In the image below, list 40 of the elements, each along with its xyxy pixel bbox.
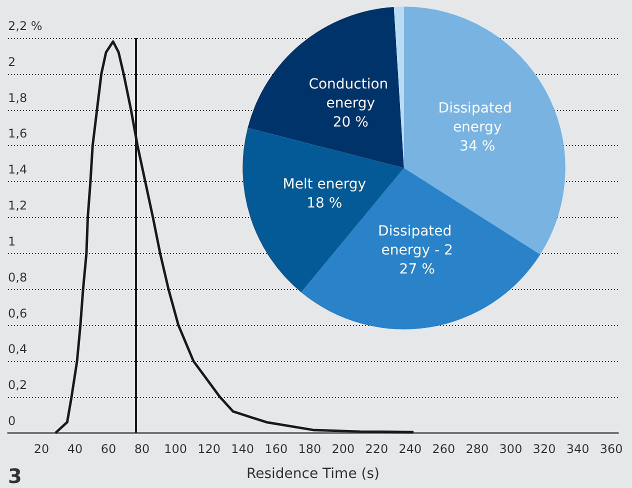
x-tick-label: 160 bbox=[264, 442, 288, 456]
x-tick-label: 280 bbox=[466, 442, 489, 456]
data-label: 20 % bbox=[332, 114, 368, 131]
x-tick-label: 120 bbox=[198, 442, 221, 456]
x-tick-label: 240 bbox=[398, 442, 422, 456]
y-tick-label: 0,2 bbox=[8, 378, 28, 392]
x-tick-label: 40 bbox=[67, 442, 83, 456]
slice-label: Dissipated energy - 2 bbox=[378, 224, 456, 259]
y-tick-label: 1 bbox=[8, 234, 16, 248]
x-tick-label: 260 bbox=[432, 442, 456, 456]
y-tick-label: 0 bbox=[8, 414, 16, 428]
y-tick-label: 1,2 bbox=[8, 198, 28, 213]
y-tick-label: 0,8 bbox=[8, 270, 28, 284]
x-tick-label: 340 bbox=[566, 442, 590, 456]
text: 3 bbox=[8, 464, 22, 488]
x-tick-label: 80 bbox=[134, 442, 150, 456]
y-tick-label: 2 bbox=[8, 54, 16, 69]
y-tick-label: 0,4 bbox=[8, 342, 28, 356]
x-tick-label: 200 bbox=[332, 442, 355, 456]
x-tick-label: 60 bbox=[100, 442, 116, 456]
x-tick-label: 20 bbox=[34, 442, 50, 456]
data-label: 34 % bbox=[460, 138, 496, 155]
slice-label: Melt energy bbox=[282, 176, 366, 192]
y-tick-label: 2,2 % bbox=[8, 19, 42, 33]
x-tick-label: 360 bbox=[600, 442, 623, 456]
slice-label: Conduction energy bbox=[308, 76, 393, 112]
y-tick-label: 1,4 bbox=[8, 162, 28, 177]
x-tick-label: 140 bbox=[231, 442, 254, 456]
slice-label: Dissipated energy bbox=[438, 100, 516, 136]
x-tick-label: 300 bbox=[499, 442, 522, 456]
data-label: 18 % bbox=[306, 195, 342, 212]
y-tick-label: 1,8 bbox=[8, 90, 28, 105]
data-label: 27 % bbox=[399, 262, 435, 278]
y-tick-label: 0,6 bbox=[8, 306, 28, 320]
x-axis-title: Residence Time (s) bbox=[246, 466, 380, 482]
x-tick-label: 180 bbox=[298, 442, 322, 456]
y-tick-label: 1,6 bbox=[8, 126, 28, 141]
x-tick-label: 220 bbox=[365, 442, 388, 456]
x-tick-label: 320 bbox=[532, 442, 556, 456]
x-tick-label: 100 bbox=[164, 442, 188, 456]
